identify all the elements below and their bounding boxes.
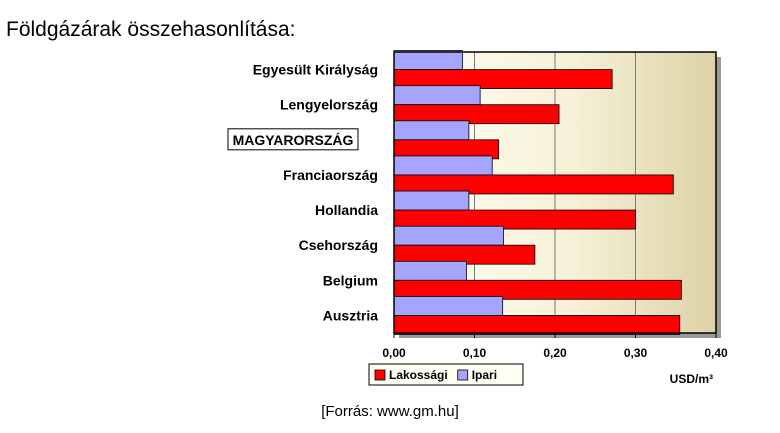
category-label: Lengyelország [280, 97, 378, 113]
category-label: Belgium [323, 272, 378, 288]
x-tick-labels: 0,00 0,10 0,20 0,30 0,40 [382, 333, 728, 360]
bar-ipari-5 [393, 190, 470, 211]
x-tick-label: 0,10 [463, 346, 487, 360]
legend-label-lakossági: Lakossági [389, 368, 448, 382]
category-label: Egyesült Királyság [253, 62, 378, 78]
legend-label-ipari: Ipari [472, 368, 497, 382]
page-title: Földgázárak összehasonlítása: [6, 18, 296, 41]
source-note: [Forrás: www.gm.hu] [321, 403, 459, 420]
category-label: Csehország [299, 237, 378, 253]
x-tick-label: 0,30 [624, 346, 648, 360]
legend: Lakossági Ipari [368, 363, 524, 386]
x-tick-label: 0,00 [382, 346, 406, 360]
category-label: Franciaország [283, 167, 378, 183]
x-tick-label: 0,40 [704, 346, 728, 360]
x-axis-label: USD/m³ [670, 372, 713, 386]
legend-swatch-ipari [457, 369, 469, 381]
legend-swatch-lakossági [374, 369, 386, 381]
bar-lakossági-8 [393, 315, 681, 335]
bar-ipari-4 [393, 155, 493, 176]
bar-ipari-1 [393, 50, 463, 70]
bar-ipari-6 [393, 225, 504, 246]
plot-area [393, 50, 721, 338]
bar-ipari-3 [393, 120, 470, 141]
bar-ipari-8 [393, 296, 504, 316]
category-labels: Egyesült Királyság Lengyelország MAGYARORS… [227, 62, 378, 323]
category-label: Ausztria [323, 307, 378, 323]
category-label: Hollandia [315, 202, 378, 218]
bar-ipari-7 [393, 260, 467, 281]
category-label: MAGYARORSZÁG [233, 132, 354, 148]
bar-ipari-2 [393, 85, 481, 106]
highlight-box [227, 128, 359, 151]
x-tick-label: 0,20 [543, 346, 567, 360]
legend-box [368, 363, 524, 386]
